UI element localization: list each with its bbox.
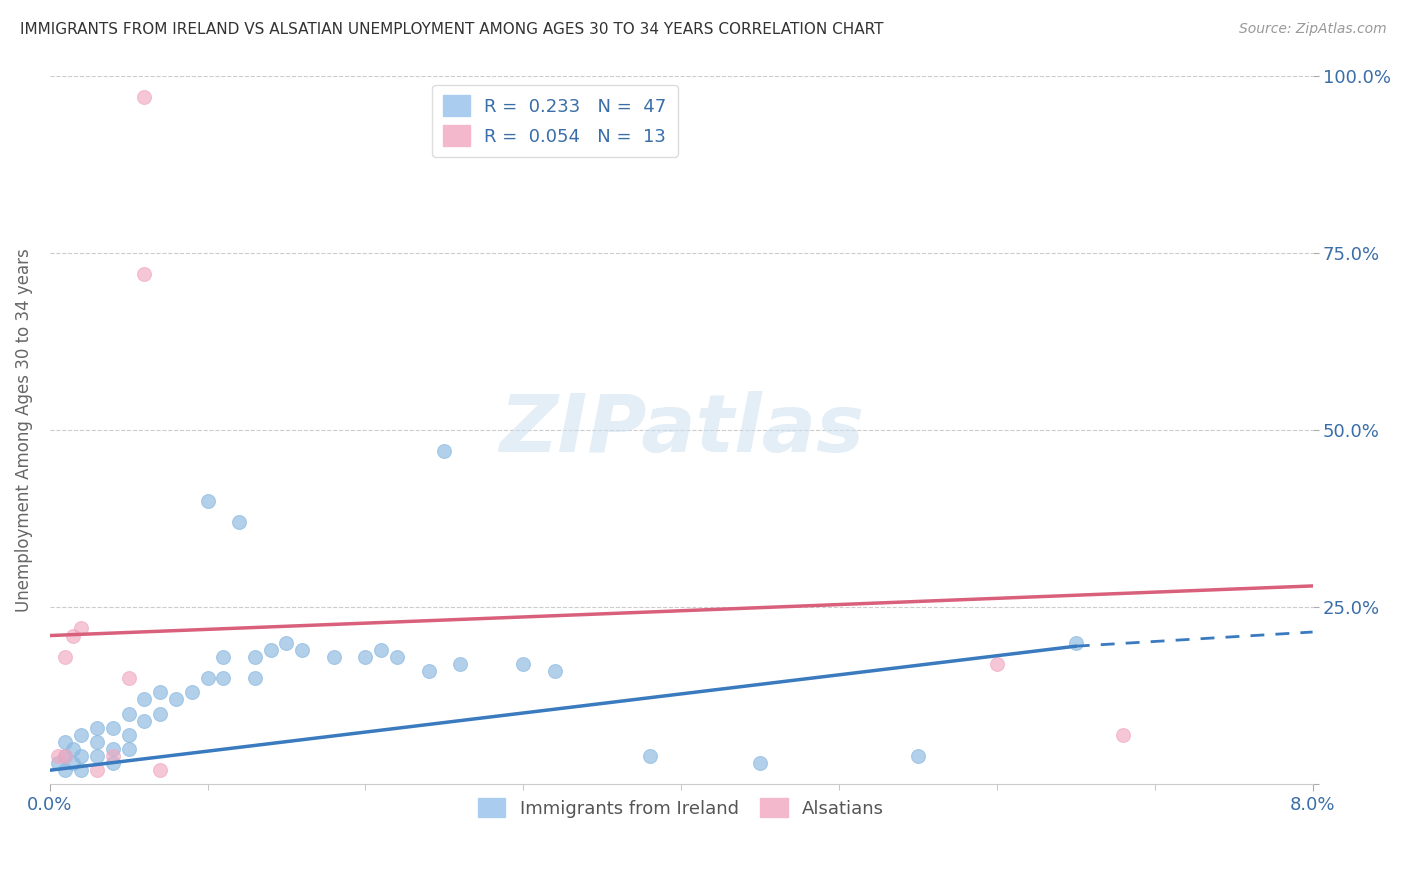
Point: [134, 90, 156, 104]
Point: [70, 622, 93, 636]
Point: [433, 444, 456, 458]
Point: [86, 764, 108, 778]
Point: [197, 671, 219, 685]
Point: [370, 642, 392, 657]
Point: [243, 649, 266, 664]
Point: [86, 721, 108, 735]
Point: [62, 756, 84, 771]
Point: [212, 649, 235, 664]
Text: Source: ZipAtlas.com: Source: ZipAtlas.com: [1239, 22, 1386, 37]
Point: [117, 728, 139, 742]
Point: [134, 267, 156, 281]
Point: [62, 629, 84, 643]
Point: [322, 649, 344, 664]
Point: [165, 692, 187, 706]
Point: [55, 735, 77, 749]
Point: [117, 742, 139, 756]
Point: [117, 671, 139, 685]
Legend: Immigrants from Ireland, Alsatians: Immigrants from Ireland, Alsatians: [471, 791, 891, 825]
Point: [70, 764, 93, 778]
Point: [544, 664, 567, 678]
Point: [55, 764, 77, 778]
Point: [70, 728, 93, 742]
Point: [197, 494, 219, 508]
Point: [55, 649, 77, 664]
Point: [354, 649, 377, 664]
Point: [907, 749, 929, 764]
Point: [512, 657, 534, 671]
Point: [101, 749, 124, 764]
Point: [55, 749, 77, 764]
Text: IMMIGRANTS FROM IRELAND VS ALSATIAN UNEMPLOYMENT AMONG AGES 30 TO 34 YEARS CORRE: IMMIGRANTS FROM IRELAND VS ALSATIAN UNEM…: [20, 22, 883, 37]
Point: [243, 671, 266, 685]
Point: [149, 706, 172, 721]
Point: [134, 714, 156, 728]
Point: [276, 635, 298, 649]
Point: [149, 685, 172, 699]
Point: [46, 756, 69, 771]
Point: [1064, 635, 1087, 649]
Point: [228, 515, 250, 529]
Point: [86, 749, 108, 764]
Point: [749, 756, 772, 771]
Text: ZIPatlas: ZIPatlas: [499, 391, 863, 469]
Point: [101, 756, 124, 771]
Point: [212, 671, 235, 685]
Point: [260, 642, 283, 657]
Point: [55, 749, 77, 764]
Point: [101, 721, 124, 735]
Point: [70, 749, 93, 764]
Point: [101, 742, 124, 756]
Point: [117, 706, 139, 721]
Point: [986, 657, 1008, 671]
Point: [638, 749, 661, 764]
Point: [180, 685, 202, 699]
Point: [291, 642, 314, 657]
Point: [134, 692, 156, 706]
Point: [46, 749, 69, 764]
Point: [385, 649, 408, 664]
Point: [418, 664, 440, 678]
Y-axis label: Unemployment Among Ages 30 to 34 years: Unemployment Among Ages 30 to 34 years: [15, 248, 32, 612]
Point: [86, 735, 108, 749]
Point: [62, 742, 84, 756]
Point: [149, 764, 172, 778]
Point: [449, 657, 471, 671]
Point: [1112, 728, 1135, 742]
